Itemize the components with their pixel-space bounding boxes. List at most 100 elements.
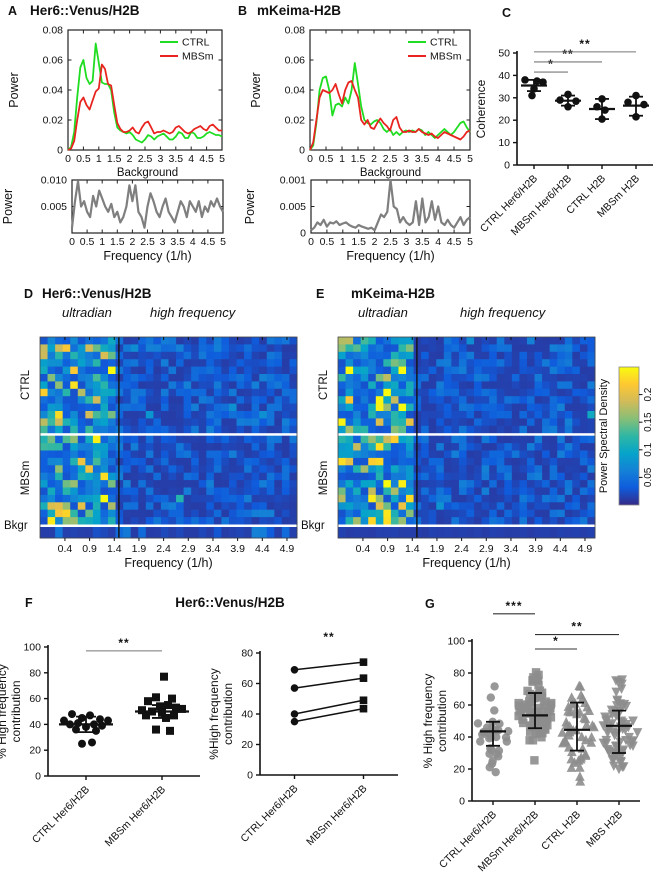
heatmap-cell	[557, 418, 566, 427]
heatmap-cell	[281, 465, 290, 474]
data-point-square	[539, 701, 549, 710]
heatmap-cell	[77, 359, 86, 367]
heatmap-cell	[92, 465, 101, 474]
heatmap-cell	[176, 517, 185, 525]
heatmap-cell	[489, 396, 498, 404]
heatmap-cell	[557, 487, 566, 496]
heatmap-cell	[183, 366, 192, 375]
heatmap-cell	[338, 509, 346, 518]
heatmap-cell	[504, 366, 513, 375]
heatmap-cell	[70, 411, 79, 419]
heatmap-cell	[534, 487, 543, 496]
heatmap-cell	[519, 396, 528, 404]
heatmap-cell	[153, 494, 162, 503]
heatmap-cell	[176, 472, 185, 481]
heatmap-cell	[289, 425, 298, 434]
heatmap-cell	[176, 337, 185, 345]
heatmap-cell	[55, 509, 64, 518]
heatmap-cell	[466, 502, 475, 511]
heatmap-cell	[564, 509, 573, 518]
heatmap-cell	[100, 418, 109, 427]
heatmap-cell	[145, 502, 154, 511]
heatmap-cell	[557, 359, 566, 367]
heatmap-cell	[474, 374, 483, 382]
heatmap-cell	[504, 527, 513, 539]
data-point-triangle-up	[574, 762, 585, 772]
heatmap-cell	[375, 457, 384, 466]
heatmap-cell	[579, 517, 588, 525]
heatmap-cell	[466, 403, 475, 412]
heatmap-cell	[345, 472, 354, 481]
heatmap-cell	[519, 418, 528, 427]
heatmap-cell	[436, 494, 445, 503]
heatmap-cell	[274, 435, 283, 444]
heatmap-cell	[206, 381, 215, 390]
heatmap-cell	[375, 517, 384, 525]
heatmap-cell	[176, 344, 185, 353]
heatmap-cell	[85, 411, 94, 419]
heatmap-cell	[572, 480, 581, 488]
series-line-CTRL	[67, 42, 223, 151]
heatmap-cell	[244, 359, 253, 367]
heatmap-cell	[191, 359, 200, 367]
heatmap-cell	[138, 465, 147, 474]
heatmap-cell	[145, 480, 154, 488]
heatmap-cell	[353, 472, 362, 481]
y-tick-label: 30	[498, 92, 510, 104]
heatmap-cell	[390, 465, 399, 474]
heatmap-cell	[579, 487, 588, 496]
heatmap-cell	[259, 527, 268, 539]
heatmap-cell	[398, 344, 407, 353]
heatmap-cell	[526, 494, 535, 503]
panel-b-power-spectrum-chart: 0 0.5 1 1.5 2 2.5 3 3.5 4 4.5 500.020.040.060.08CT…	[249, 25, 473, 166]
heatmap-cell	[100, 435, 109, 444]
heatmap-cell	[206, 465, 215, 474]
heatmap-cell	[274, 381, 283, 390]
heatmap-cell	[108, 517, 116, 525]
colorbar-axis-label: Power Spectral Density	[598, 378, 610, 493]
data-point-circle	[491, 767, 500, 777]
x-tick-label: 4	[190, 236, 196, 248]
heatmap-cell	[123, 487, 132, 496]
heatmap-cell	[100, 337, 109, 345]
heatmap-cell	[390, 443, 399, 451]
heatmap-cell	[40, 351, 48, 360]
heatmap-cell	[213, 509, 222, 518]
heatmap-cell	[47, 418, 56, 427]
heatmap-cell	[70, 418, 79, 427]
heatmap-cell	[466, 527, 475, 539]
heatmap-cell	[534, 418, 543, 427]
heatmap-cell	[251, 517, 260, 525]
heatmap-cell	[534, 494, 543, 503]
heatmap-cell	[511, 374, 520, 382]
heatmap-cell	[266, 337, 275, 345]
heatmap-cell	[353, 344, 362, 353]
heatmap-cell	[368, 418, 377, 427]
heatmap-cell	[368, 351, 377, 360]
y-tick-label: 0.08	[285, 25, 306, 37]
heatmap-cell	[145, 443, 154, 451]
heatmap-cell	[451, 381, 460, 390]
heatmap-cell	[176, 527, 185, 539]
y-tick-label: 100	[23, 642, 41, 654]
heatmap-cell	[390, 472, 399, 481]
heatmap-cell	[259, 388, 268, 397]
heatmap-cell	[338, 527, 346, 539]
heatmap-cell	[428, 388, 437, 397]
heatmap-cell	[92, 435, 101, 444]
heatmap-cell	[504, 457, 513, 466]
heatmap-cell	[281, 527, 290, 539]
heatmap-cell	[345, 411, 354, 419]
heatmap-cell	[47, 396, 56, 404]
heatmap-cell	[579, 465, 588, 474]
y-tick-label: 0.02	[43, 115, 64, 127]
pair-line	[294, 677, 364, 689]
heatmap-cell	[353, 359, 362, 367]
data-point-triangle-up	[584, 705, 595, 716]
heatmap-cell	[183, 509, 192, 518]
heatmap-cell	[519, 388, 528, 397]
heatmap-cell	[579, 403, 588, 412]
y-tick-label: 100	[447, 636, 465, 648]
heatmap-cell	[564, 517, 573, 525]
heatmap-cell	[519, 344, 528, 353]
